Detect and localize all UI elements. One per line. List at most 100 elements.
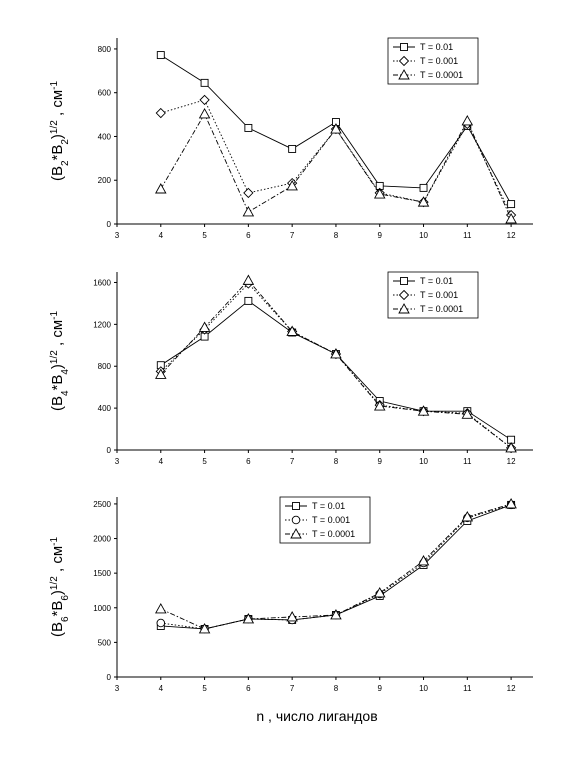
legend-label: T = 0.001 [420,56,458,66]
y-tick-label: 0 [107,446,112,455]
x-tick-label: 7 [290,684,295,693]
x-tick-label: 5 [202,231,207,240]
marker [156,51,165,60]
x-tick-label: 6 [246,457,251,466]
legend-marker [398,69,410,80]
x-tick-label: 12 [507,684,516,693]
y-axis-label-part: ) [49,134,66,139]
x-axis-label: n , число лигандов [256,708,377,724]
marker [244,296,253,305]
y-axis-label-part: *B [49,375,66,391]
x-tick-label: 8 [334,231,339,240]
x-tick-label: 7 [290,231,295,240]
y-tick-label: 200 [98,176,112,185]
y-axis-label-part: 4 [60,390,71,396]
y-axis-label-part: 4 [60,369,71,375]
x-tick-label: 10 [419,457,428,466]
marker [505,441,517,453]
legend-marker [398,55,410,67]
y-tick-label: 1000 [93,604,111,613]
marker [286,325,298,336]
legend-marker [291,515,301,525]
x-tick-label: 9 [378,684,383,693]
y-axis-label-part: (B [49,622,66,637]
legend-marker [290,528,302,539]
marker [198,321,211,332]
marker [505,497,517,509]
x-tick-label: 3 [115,684,120,693]
marker [155,603,167,614]
marker [155,107,166,119]
y-tick-label: 1600 [93,278,111,287]
legend-label: T = 0.0001 [420,70,463,80]
marker [242,206,255,217]
x-tick-label: 8 [334,684,339,693]
y-axis-label-part: ) [49,590,66,595]
marker [419,183,428,192]
y-axis-label: (B4*B4)1/2 , см-1 [49,311,71,412]
legend-label: T = 0.0001 [420,304,463,314]
marker [198,623,211,634]
marker [461,408,474,419]
x-tick-label: 12 [507,231,516,240]
marker [461,115,474,126]
marker [417,196,430,207]
marker [330,348,342,359]
x-tick-label: 11 [463,684,472,693]
y-axis-label-part: , см [49,320,66,350]
x-tick-label: 6 [246,684,251,693]
x-tick-label: 6 [246,231,251,240]
x-tick-label: 9 [378,231,383,240]
marker [417,555,430,566]
series-line [160,99,512,216]
x-tick-label: 9 [378,457,383,466]
y-tick-label: 1200 [93,320,111,329]
marker [373,188,386,199]
y-axis-label-part: , см [49,90,66,120]
marker [417,405,430,416]
y-axis-label-part: 1/2 [49,350,60,364]
legend-label: T = 0.001 [312,515,350,525]
y-axis-label-part: -1 [49,311,60,320]
x-tick-label: 8 [334,457,339,466]
y-axis-label-part: 1/2 [49,576,60,590]
legend-marker [400,277,408,285]
series-line [160,300,512,441]
y-axis-label-part: 1/2 [49,120,60,134]
y-tick-label: 0 [107,673,112,682]
y-axis-label-part: -1 [49,537,60,546]
y-axis-label-part: (B [49,166,66,181]
y-tick-label: 2500 [93,500,111,509]
y-axis-label: (B2*B2)1/2 , см-1 [49,81,71,182]
marker [330,123,342,134]
marker [286,611,298,622]
marker [286,179,298,191]
marker [505,213,517,224]
legend-marker [400,43,408,51]
legend-marker [398,303,410,314]
marker [243,187,254,199]
y-tick-label: 800 [98,45,112,54]
legend-label: T = 0.01 [420,276,453,286]
x-tick-label: 5 [202,684,207,693]
marker [507,200,516,209]
legend-label: T = 0.0001 [312,529,355,539]
legend-label: T = 0.01 [420,42,453,52]
x-tick-label: 3 [115,231,120,240]
y-axis-label-part: *B [49,601,66,617]
marker [288,144,297,153]
x-tick-label: 12 [507,457,516,466]
y-tick-label: 0 [107,220,112,229]
x-tick-label: 4 [159,231,164,240]
y-axis-label-part: 2 [60,139,71,145]
y-tick-label: 800 [98,362,112,371]
marker [242,274,255,285]
y-axis-label-part: 6 [60,595,71,601]
marker [155,368,167,379]
marker [373,400,386,411]
x-tick-label: 4 [159,457,164,466]
marker [199,94,210,106]
y-axis-label-part: *B [49,145,66,161]
y-tick-label: 1500 [93,569,111,578]
